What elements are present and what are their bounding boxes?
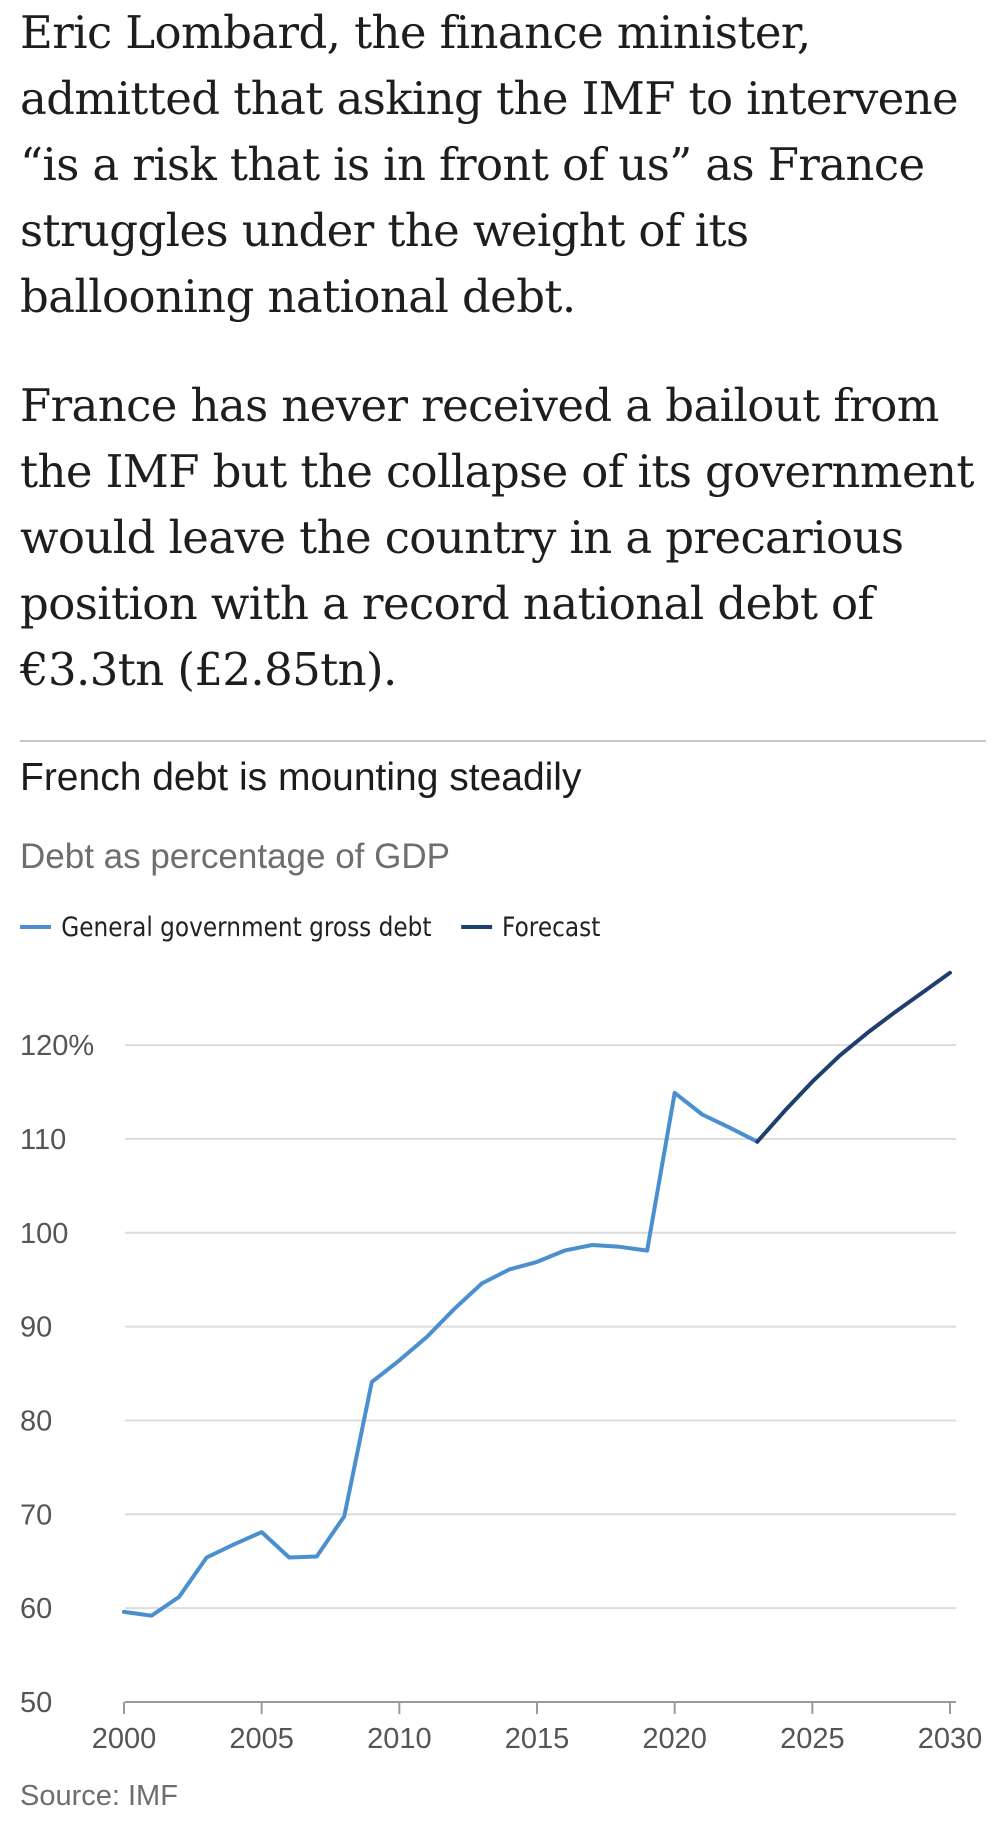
legend-item-debt: General government gross debt — [20, 912, 432, 943]
x-tick-label: 2010 — [367, 1723, 432, 1755]
legend-label-debt: General government gross debt — [61, 911, 432, 943]
series — [122, 970, 952, 1618]
y-tick-label: 110 — [20, 1124, 66, 1156]
y-tick-label: 70 — [20, 1499, 52, 1531]
y-tick-label: 60 — [20, 1593, 52, 1625]
x-tick-label: 2000 — [92, 1723, 157, 1755]
x-tick-label: 2005 — [229, 1723, 294, 1755]
gridlines — [125, 1044, 956, 1703]
legend-swatch-debt — [20, 925, 51, 929]
y-tick-label: 100 — [20, 1218, 68, 1250]
axes: 50 60 70 80 90 100 110 120% 2000 2005 2010 2015 2020… — [20, 1030, 982, 1755]
series-line-forecast — [755, 970, 952, 1144]
x-tick-label: 2015 — [505, 1723, 570, 1755]
y-tick-label: 90 — [20, 1312, 52, 1344]
chart-source: Source: IMF — [20, 1780, 178, 1812]
article-paragraph: Eric Lombard, the finance minister, admi… — [20, 6, 959, 323]
y-tick-label: 50 — [20, 1687, 52, 1719]
legend-label-forecast: Forecast — [502, 911, 601, 943]
article-paragraph: France has never received a bailout from… — [20, 379, 974, 696]
x-tick-label: 2030 — [918, 1723, 983, 1755]
legend-item-forecast: Forecast — [460, 911, 601, 943]
chart-title: French debt is mounting steadily — [20, 756, 582, 799]
chart-divider — [20, 740, 986, 742]
x-tick-label: 2025 — [780, 1723, 845, 1755]
y-tick-label: 120% — [20, 1030, 94, 1062]
legend-swatch-forecast — [460, 925, 492, 929]
y-tick-label: 80 — [20, 1405, 52, 1437]
chart-legend: General government gross debt Forecast — [20, 905, 630, 949]
chart-subtitle: Debt as percentage of GDP — [20, 837, 450, 876]
x-tick-label: 2020 — [642, 1723, 707, 1755]
series-line-debt — [122, 1090, 760, 1618]
